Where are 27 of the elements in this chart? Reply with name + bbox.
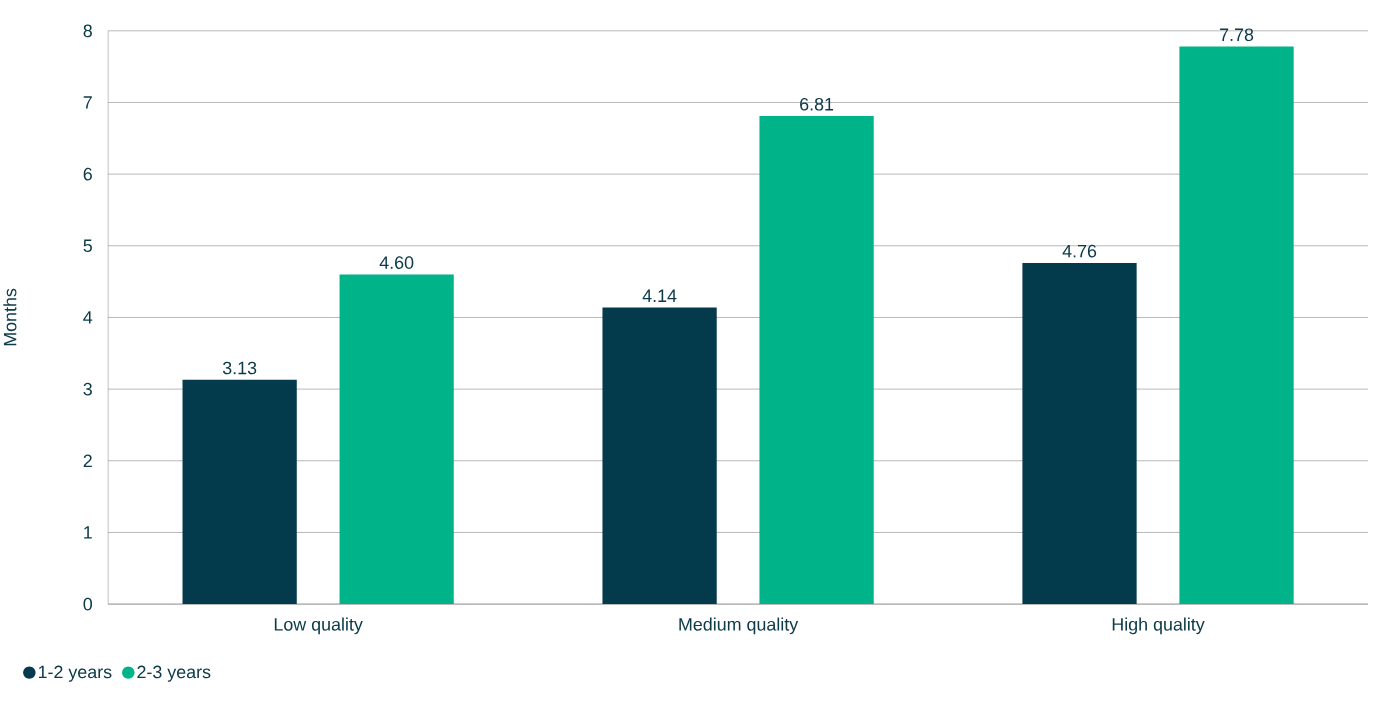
- data-label: 4.14: [642, 289, 677, 302]
- y-tick-label: 2: [83, 454, 92, 467]
- y-tick-label: 8: [83, 24, 92, 37]
- y-tick-label: 7: [83, 96, 92, 109]
- legend-label: 2-3 years: [137, 665, 211, 682]
- y-tick-label: 6: [83, 167, 92, 181]
- y-tick-label: 1: [84, 526, 92, 539]
- x-tick-label: Low quality: [274, 617, 363, 634]
- y-tick-label: 5: [83, 239, 92, 252]
- bar: [1179, 46, 1294, 604]
- data-label: 6.81: [800, 97, 834, 111]
- bar: [1022, 262, 1137, 604]
- bar: [339, 274, 454, 604]
- data-label: 4.60: [379, 256, 414, 269]
- data-label: 7.78: [1220, 28, 1254, 41]
- data-label: 3.13: [222, 361, 257, 375]
- data-label: 4.76: [1062, 244, 1097, 258]
- bar: [759, 115, 874, 604]
- bar: [602, 307, 717, 604]
- x-tick-label: Medium quality: [679, 617, 799, 634]
- y-tick-label: 0: [83, 597, 93, 611]
- y-tick-label: 4: [83, 311, 93, 324]
- x-tick-label: High quality: [1112, 617, 1205, 634]
- y-tick-label: 3: [83, 382, 92, 396]
- bar: [182, 379, 297, 604]
- y-axis-title: Months: [3, 288, 17, 346]
- legend-label: 1-2 years: [38, 665, 112, 682]
